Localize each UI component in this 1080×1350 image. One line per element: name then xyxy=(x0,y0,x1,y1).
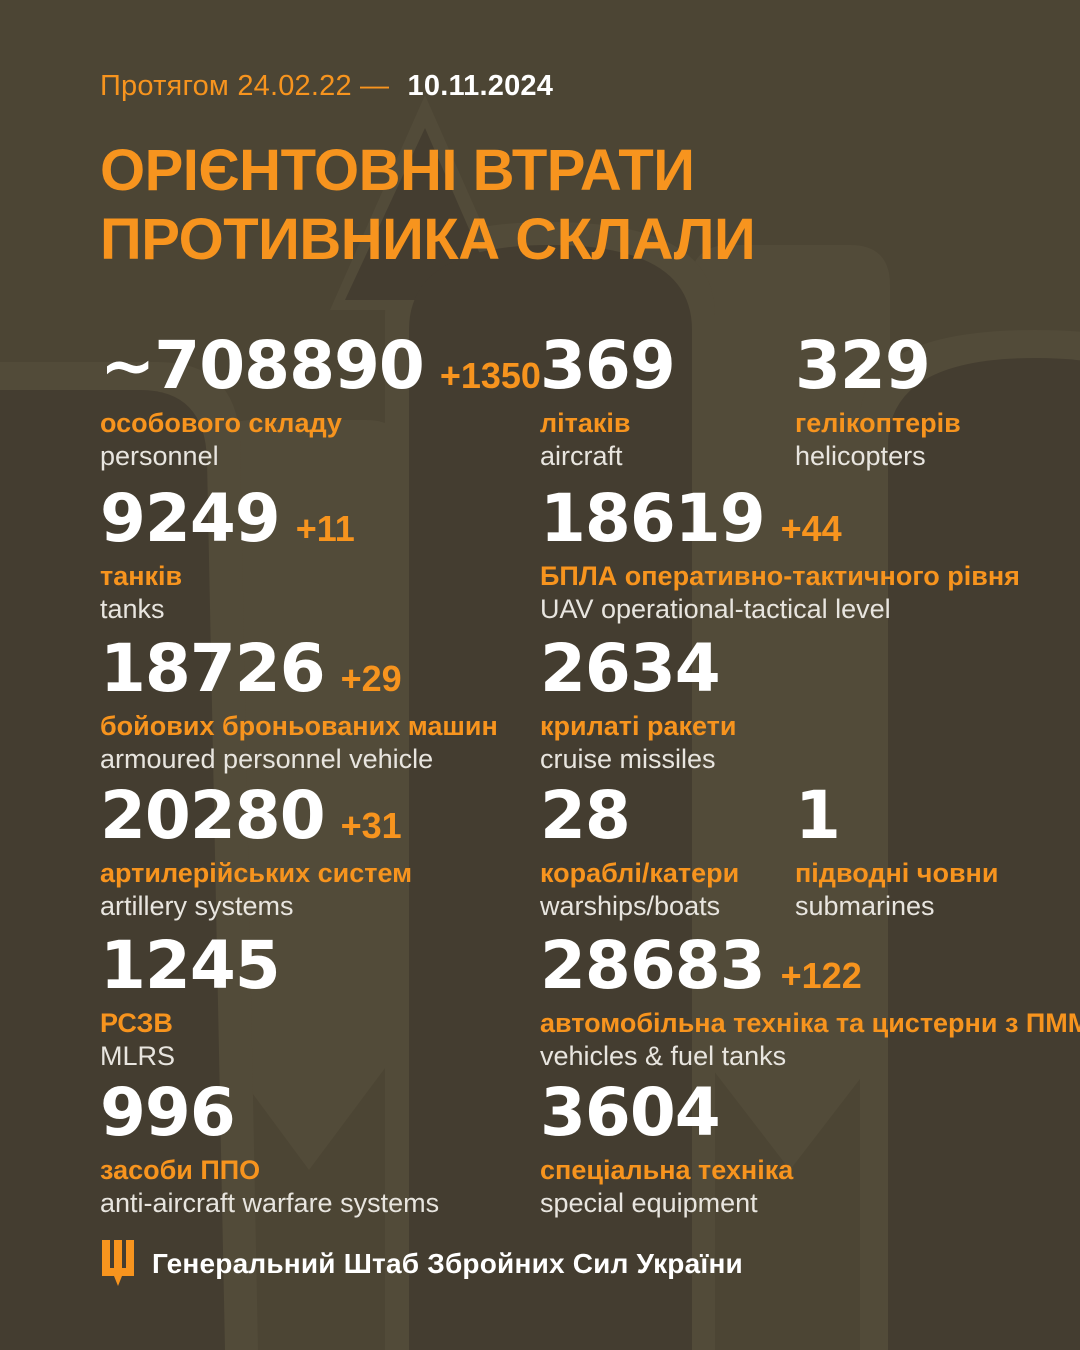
stat-aircraft: 369 літаків aircraft xyxy=(540,327,676,473)
stat-label-ua: автомобільна техніка та цистерни з ПММ xyxy=(540,1008,1080,1038)
stat-label-en: warships/boats xyxy=(540,891,721,921)
stat-label-en: tanks xyxy=(100,594,165,624)
stat-label-en: UAV operational-tactical level xyxy=(540,594,891,624)
stat-label-ua: літаків xyxy=(540,408,631,438)
watermark-prong-center xyxy=(409,245,692,1350)
stat-delta: +31 xyxy=(340,805,402,846)
stat-label-en: cruise missiles xyxy=(540,744,716,774)
stat-value: 369 xyxy=(540,327,676,404)
watermark-prong-right xyxy=(888,358,1080,1350)
stat-label-ua: крилаті ракети xyxy=(540,711,737,741)
watermark-gap-right xyxy=(690,245,890,1170)
stat-label-ua: кораблі/катери xyxy=(540,858,740,888)
stat-label-en: helicopters xyxy=(795,441,926,471)
watermark-prong-left xyxy=(0,390,225,1350)
page-title: ОРІЄНТОВНІ ВТРАТИ ПРОТИВНИКА СКЛАЛИ xyxy=(100,136,756,274)
stat-label-en: submarines xyxy=(795,891,935,921)
source-label: Генеральний Штаб Збройних Сил України xyxy=(152,1248,743,1279)
stat-label-ua: підводні човни xyxy=(795,858,999,888)
stat-anti-aircraft: 996 засоби ППО anti-aircraft warfare sys… xyxy=(100,1080,439,1220)
stat-label-ua: гелікоптерів xyxy=(795,408,961,438)
stat-label-en: vehicles & fuel tanks xyxy=(540,1041,787,1071)
stat-value: 3604 xyxy=(540,1074,721,1151)
stat-value: 18619 xyxy=(540,480,766,557)
stat-label-en: personnel xyxy=(100,441,219,471)
stat-value: 329 xyxy=(795,327,931,404)
stat-uav: 18619 +44 БПЛА оперативно-тактичного рів… xyxy=(540,486,1020,626)
stat-delta: +122 xyxy=(780,955,862,996)
stat-label-en: artillery systems xyxy=(100,891,294,921)
stat-label-en: MLRS xyxy=(100,1041,176,1071)
stat-submarines: 1 підводні човни submarines xyxy=(795,783,998,923)
stat-label-en: armoured personnel vehicle xyxy=(100,744,434,774)
title-line-2: ПРОТИВНИКА СКЛАЛИ xyxy=(100,207,756,272)
stat-label-ua: особового складу xyxy=(100,408,342,438)
stat-warships: 28 кораблі/катери warships/boats xyxy=(540,783,739,923)
stat-value: ~708890 xyxy=(100,327,425,404)
stat-personnel: ~708890 +1350 особового складу personnel xyxy=(100,333,541,473)
stat-value: 996 xyxy=(100,1074,236,1151)
stat-delta: +11 xyxy=(295,508,355,549)
stat-label-en: aircraft xyxy=(540,441,623,471)
stat-label-en: special equipment xyxy=(540,1188,758,1218)
stat-label-ua: бойових броньованих машин xyxy=(100,711,498,741)
stat-mlrs: 1245 РСЗВ MLRS xyxy=(100,927,281,1073)
stat-delta: +44 xyxy=(780,508,842,549)
stat-helicopters: 329 гелікоптерів helicopters xyxy=(795,333,961,473)
stat-value: 1245 xyxy=(100,927,281,1004)
watermark-gap-left xyxy=(213,420,406,1170)
stat-cruise-missiles: 2634 крилаті ракети cruise missiles xyxy=(540,636,737,776)
period-date: 10.11.2024 xyxy=(407,70,554,102)
title-line-1: ОРІЄНТОВНІ ВТРАТИ xyxy=(100,138,695,203)
stat-label-ua: спеціальна техніка xyxy=(540,1155,794,1185)
stat-value: 18726 xyxy=(100,630,326,707)
stat-value: 9249 xyxy=(100,480,281,557)
stat-value: 1 xyxy=(795,777,841,854)
stat-delta: +29 xyxy=(340,658,402,699)
stat-delta: +1350 xyxy=(439,355,541,396)
period-prefix: Протягом 24.02.22 — xyxy=(100,70,390,102)
tryzub-icon xyxy=(102,1240,134,1286)
report-period: Протягом 24.02.22 — 10.11.2024 xyxy=(100,70,553,103)
footer: Генеральний Штаб Збройних Сил України xyxy=(100,1240,743,1288)
stat-value: 28683 xyxy=(540,927,766,1004)
stat-label-ua: артилерійських систем xyxy=(100,858,413,888)
stat-value: 2634 xyxy=(540,630,721,707)
stat-label-ua: танків xyxy=(100,561,183,591)
stat-label-ua: засоби ППО xyxy=(100,1155,261,1185)
stat-tanks: 9249 +11 танків tanks xyxy=(100,486,355,626)
stat-value: 20280 xyxy=(100,777,326,854)
stat-label-en: anti-aircraft warfare systems xyxy=(100,1188,440,1218)
stat-artillery: 20280 +31 артилерійських систем artiller… xyxy=(100,783,412,923)
stat-armoured-vehicles: 18726 +29 бойових броньованих машин armo… xyxy=(100,636,498,776)
stat-vehicles-fuel-tanks: 28683 +122 автомобільна техніка та цисте… xyxy=(540,933,1080,1073)
watermark-prong-center-spike xyxy=(345,128,500,300)
stat-value: 28 xyxy=(540,777,631,854)
stat-special-equipment: 3604 спеціальна техніка special equipmen… xyxy=(540,1080,793,1220)
stat-label-ua: БПЛА оперативно-тактичного рівня xyxy=(540,561,1020,591)
stat-label-ua: РСЗВ xyxy=(100,1008,173,1038)
